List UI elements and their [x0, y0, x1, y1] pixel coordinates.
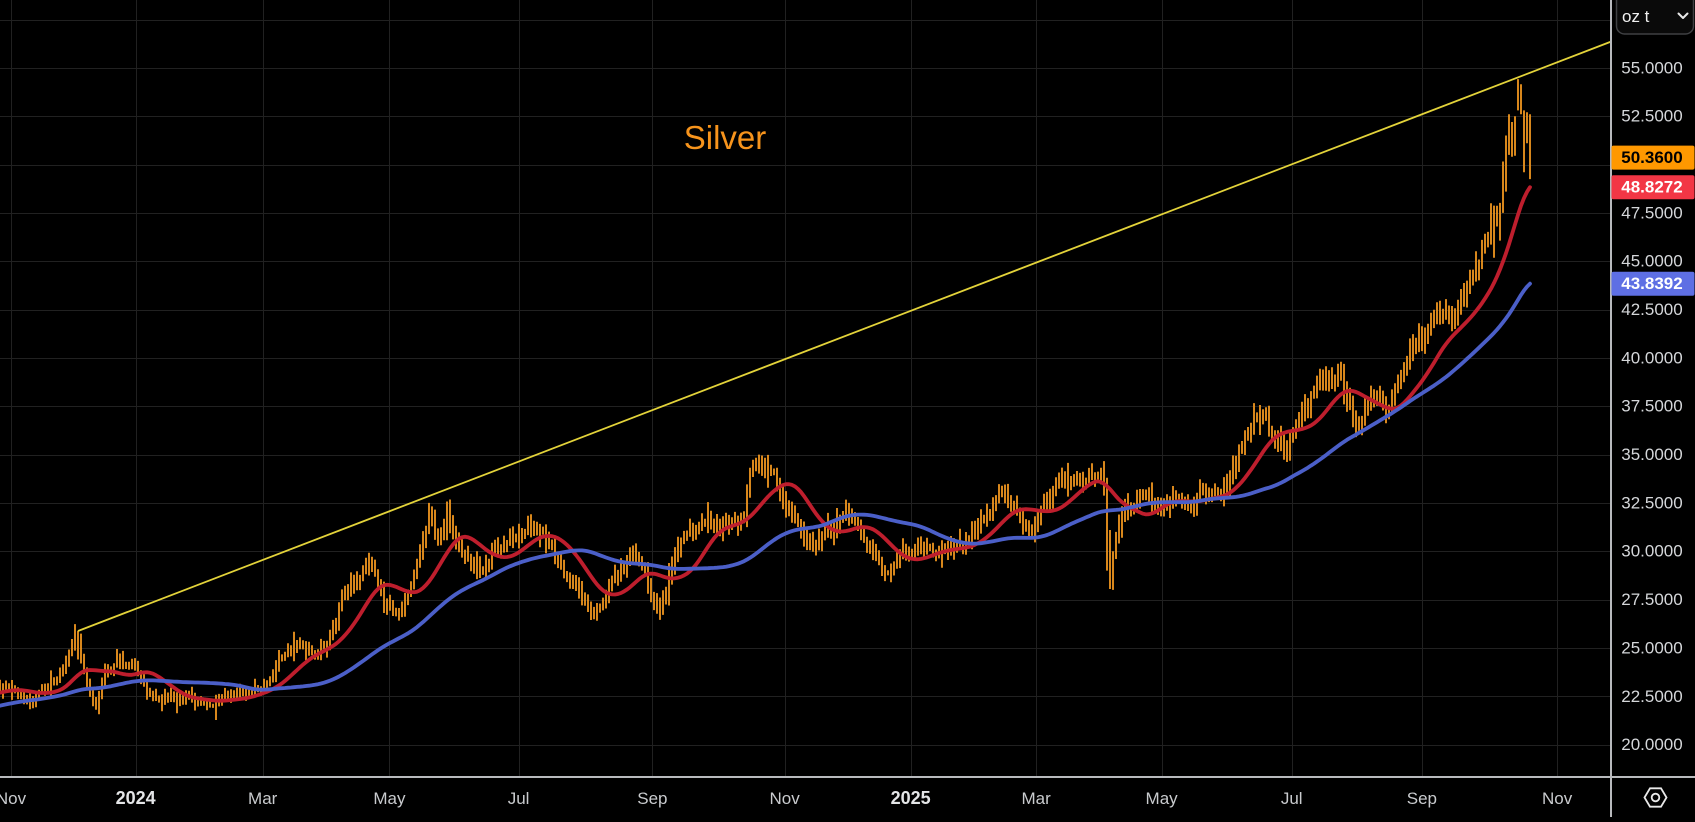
svg-text:Mar: Mar	[1021, 789, 1051, 808]
svg-text:Jul: Jul	[1281, 789, 1303, 808]
svg-text:37.5000: 37.5000	[1621, 397, 1682, 416]
svg-text:oz t: oz t	[1622, 7, 1650, 26]
svg-text:35.0000: 35.0000	[1621, 445, 1682, 464]
svg-text:Jul: Jul	[508, 789, 530, 808]
svg-text:25.0000: 25.0000	[1621, 638, 1682, 657]
svg-text:42.5000: 42.5000	[1621, 300, 1682, 319]
svg-text:Mar: Mar	[248, 789, 278, 808]
svg-text:2025: 2025	[891, 788, 931, 808]
svg-text:May: May	[373, 789, 406, 808]
svg-text:Nov: Nov	[1542, 789, 1573, 808]
svg-text:50.3600: 50.3600	[1621, 148, 1682, 167]
svg-text:47.5000: 47.5000	[1621, 203, 1682, 222]
svg-text:27.5000: 27.5000	[1621, 590, 1682, 609]
svg-text:Nov: Nov	[0, 789, 27, 808]
svg-text:52.5000: 52.5000	[1621, 107, 1682, 126]
svg-text:48.8272: 48.8272	[1621, 178, 1682, 197]
svg-text:Sep: Sep	[1407, 789, 1437, 808]
svg-text:Sep: Sep	[637, 789, 667, 808]
svg-text:22.5000: 22.5000	[1621, 687, 1682, 706]
svg-text:Nov: Nov	[769, 789, 800, 808]
svg-text:20.0000: 20.0000	[1621, 735, 1682, 754]
svg-text:45.0000: 45.0000	[1621, 252, 1682, 271]
svg-text:43.8392: 43.8392	[1621, 274, 1682, 293]
svg-text:2024: 2024	[116, 788, 156, 808]
svg-text:30.0000: 30.0000	[1621, 542, 1682, 561]
svg-text:Silver: Silver	[684, 119, 767, 156]
svg-text:32.5000: 32.5000	[1621, 493, 1682, 512]
svg-text:40.0000: 40.0000	[1621, 348, 1682, 367]
svg-text:May: May	[1146, 789, 1179, 808]
svg-text:55.0000: 55.0000	[1621, 58, 1682, 77]
